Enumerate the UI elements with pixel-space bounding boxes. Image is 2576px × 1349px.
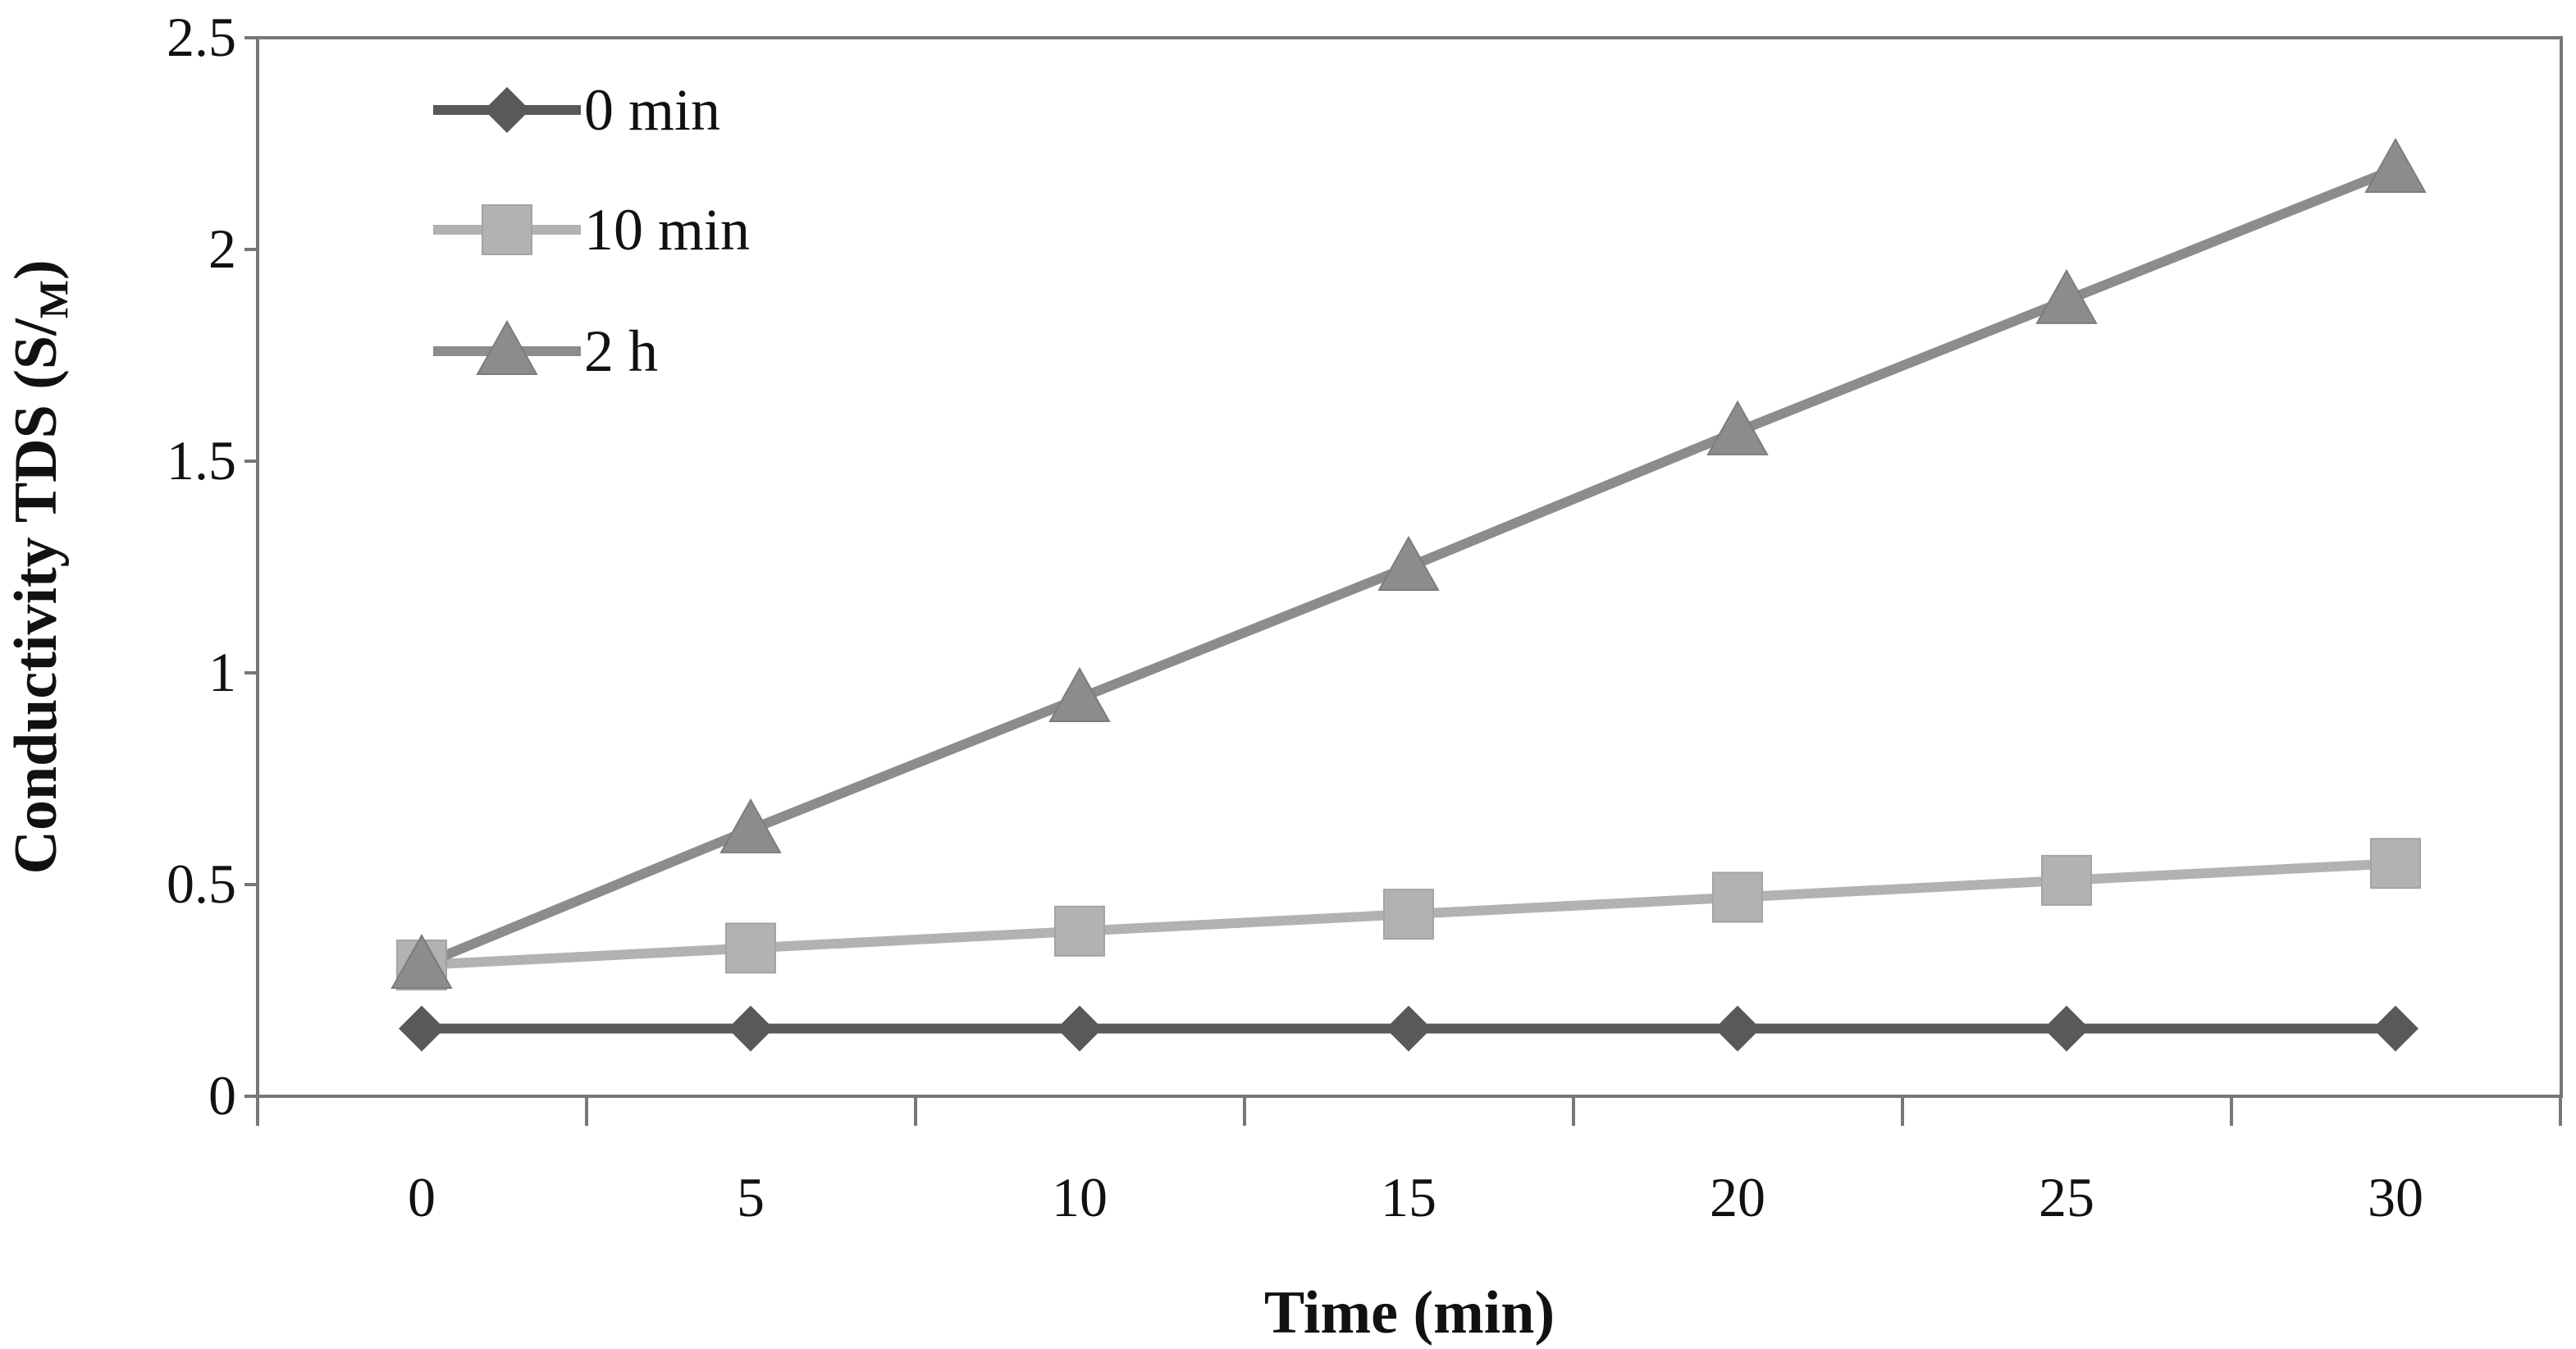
data-point-0-min bbox=[2373, 1005, 2418, 1052]
y-tick-label: 1.5 bbox=[167, 429, 236, 492]
y-tick-label: 0.5 bbox=[167, 853, 236, 915]
data-point-10-min bbox=[2370, 838, 2421, 889]
y-axis-title: Conductivity TDS (S/M) bbox=[2, 260, 76, 875]
data-point-0-min bbox=[399, 1005, 445, 1052]
y-axis-title-subscript: M bbox=[30, 280, 76, 318]
data-point-2-h bbox=[1706, 400, 1769, 455]
data-point-2-h bbox=[391, 934, 453, 990]
y-axis-title-main: Conductivity TDS (S/ bbox=[2, 318, 70, 875]
x-tick-label: 20 bbox=[1710, 1166, 1765, 1228]
x-axis-title: Time (min) bbox=[1264, 1279, 1555, 1347]
data-point-10-min bbox=[1383, 889, 1434, 940]
data-point-2-h bbox=[2035, 268, 2098, 324]
legend-swatch-marker bbox=[476, 319, 538, 375]
data-point-2-h bbox=[2364, 137, 2427, 193]
data-point-2-h bbox=[719, 798, 782, 853]
y-axis-ticks: 0 0.5 1 1.5 2 2.5 bbox=[167, 6, 258, 1127]
data-point-0-min bbox=[1386, 1005, 1432, 1052]
series-markers bbox=[391, 137, 2427, 1052]
y-tick-label: 2 bbox=[208, 217, 236, 280]
x-tick-label: 15 bbox=[1381, 1166, 1436, 1228]
y-tick-label: 0 bbox=[208, 1064, 236, 1127]
y-tick-label: 2.5 bbox=[167, 6, 236, 68]
x-axis-ticks: 0 5 10 15 20 25 30 bbox=[256, 1096, 2562, 1228]
legend-swatch-marker bbox=[482, 204, 532, 255]
data-point-10-min bbox=[1712, 871, 1763, 923]
data-point-0-min bbox=[1715, 1005, 1761, 1052]
data-point-10-min bbox=[725, 922, 776, 974]
x-tick-label: 5 bbox=[737, 1166, 765, 1228]
y-axis-title-suffix: ) bbox=[2, 260, 70, 281]
data-point-2-h bbox=[1048, 666, 1111, 722]
x-tick-label: 0 bbox=[408, 1166, 436, 1228]
legend-label: 10 min bbox=[584, 197, 750, 263]
data-point-2-h bbox=[1377, 535, 1440, 591]
plot-area-frame bbox=[256, 36, 2563, 1098]
x-tick-label: 30 bbox=[2368, 1166, 2423, 1228]
data-point-0-min bbox=[728, 1005, 774, 1052]
data-point-10-min bbox=[2041, 854, 2092, 906]
x-tick-label: 25 bbox=[2039, 1166, 2094, 1228]
legend-label: 2 h bbox=[584, 318, 658, 384]
data-point-0-min bbox=[2044, 1005, 2090, 1052]
data-point-10-min bbox=[1054, 905, 1105, 957]
data-point-0-min bbox=[1057, 1005, 1103, 1052]
legend-label: 0 min bbox=[584, 77, 720, 143]
legend: 0 min 10 min 2 h bbox=[433, 77, 750, 384]
x-tick-label: 10 bbox=[1052, 1166, 1108, 1228]
legend-swatch-marker bbox=[484, 87, 530, 133]
y-tick-label: 1 bbox=[208, 641, 236, 703]
